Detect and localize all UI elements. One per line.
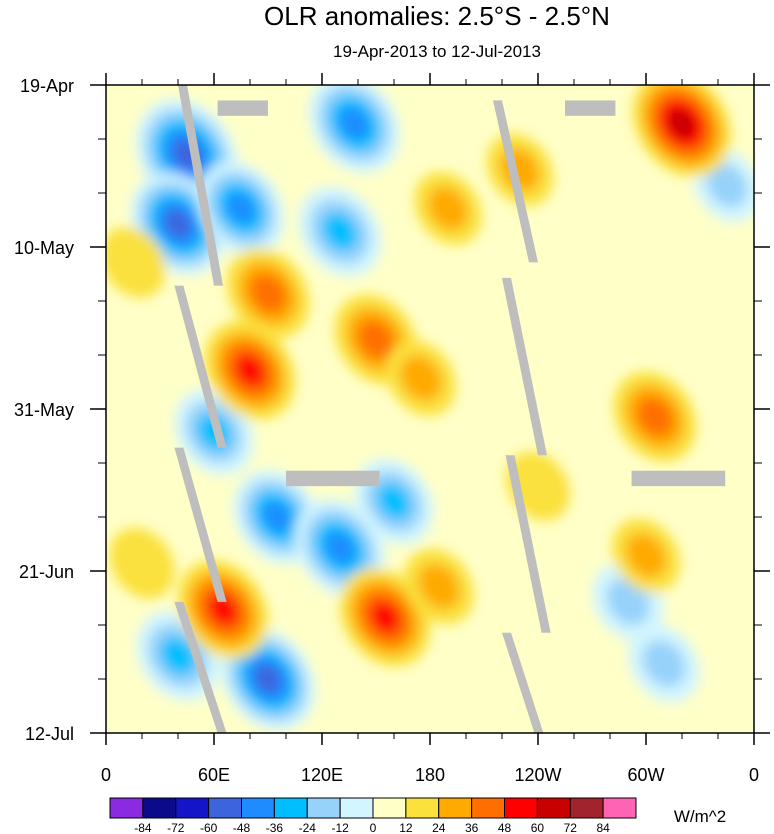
x-tick-label: 60E <box>198 765 230 785</box>
anomaly-cell <box>106 227 166 298</box>
colorbar-label: 12 <box>399 821 413 834</box>
anomaly-cell <box>226 192 256 225</box>
missing-box <box>286 470 380 487</box>
colorbar-label: 24 <box>432 821 446 834</box>
y-tick-label: 12-Jul <box>25 724 74 744</box>
y-axis: 19-Apr 10-May 31-May 21-Jun 12-Jul <box>14 76 770 744</box>
anomaly-cell <box>165 209 191 238</box>
colorbar-box <box>208 797 242 819</box>
anomaly-cell <box>668 108 696 139</box>
anomaly-cell <box>262 501 292 533</box>
x-tick-label: 120W <box>514 765 561 785</box>
colorbar-box <box>471 797 505 819</box>
colorbar-box <box>241 797 275 819</box>
anomaly-cell <box>369 600 401 634</box>
colorbar-label: -48 <box>233 821 251 834</box>
colorbar: -84 -72 -60 -48 -36 -24 -12 0 12 24 36 48 60 72 84 <box>109 797 637 834</box>
colorbar-box <box>504 797 538 819</box>
x-tick-label: 120E <box>301 765 343 785</box>
anomaly-cell <box>160 636 196 676</box>
chart-subtitle: 19-Apr-2013 to 12-Jul-2013 <box>333 42 541 61</box>
colorbar-box <box>306 797 341 819</box>
missing-data <box>174 85 726 733</box>
missing-band <box>502 277 547 456</box>
colorbar-label: -84 <box>134 821 152 834</box>
y-tick-label: 31-May <box>14 400 74 420</box>
colorbar-box <box>438 797 473 819</box>
anomaly-cell <box>322 212 358 251</box>
colorbar-label: 36 <box>465 821 479 834</box>
colorbar-box <box>602 797 637 819</box>
anomaly-cell <box>339 107 370 140</box>
missing-band <box>174 447 227 602</box>
colorbar-box <box>175 797 210 819</box>
y-tick-label: 19-Apr <box>20 76 74 96</box>
anomaly-cell <box>250 273 286 313</box>
colorbar-label: 0 <box>370 821 377 834</box>
anomaly-cell <box>207 593 239 626</box>
anomaly-cell <box>427 186 469 231</box>
anomaly-cell <box>642 640 686 687</box>
colorbar-label: -72 <box>167 821 185 834</box>
colorbar-box <box>372 797 407 819</box>
chart-title: OLR anomalies: 2.5°S - 2.5°N <box>264 1 610 31</box>
colorbar-box <box>569 797 604 819</box>
missing-band <box>174 601 227 733</box>
colorbar-units: W/m^2 <box>674 807 726 826</box>
anomaly-cell <box>706 163 748 208</box>
colorbar-label: -12 <box>331 821 349 834</box>
x-tick-label: 0 <box>749 765 759 785</box>
x-tick-label: 0 <box>101 765 111 785</box>
colorbar-label: -24 <box>299 821 317 834</box>
anomaly-cell <box>606 578 650 626</box>
missing-band <box>493 100 538 263</box>
missing-band <box>502 632 544 733</box>
anomaly-cell <box>400 355 442 401</box>
anomaly-cell <box>637 397 673 437</box>
missing-band <box>174 285 227 448</box>
colorbar-box <box>273 797 308 819</box>
anomaly-cell <box>358 320 394 359</box>
x-tick-label: 180 <box>415 765 445 785</box>
missing-band <box>505 455 551 633</box>
colorbar-label: 48 <box>498 821 512 834</box>
anomaly-field <box>106 85 754 731</box>
colorbar-label: 84 <box>596 821 610 834</box>
colorbar-label: 72 <box>564 821 578 834</box>
missing-box <box>631 470 726 487</box>
colorbar-box <box>109 797 144 819</box>
y-tick-label: 21-Jun <box>19 562 74 582</box>
colorbar-box <box>339 797 374 819</box>
missing-band <box>178 85 223 286</box>
x-axis: 0 60E 120E 180 120W 60W 0 <box>101 73 759 785</box>
missing-box <box>217 100 268 116</box>
colorbar-box <box>405 797 440 819</box>
anomaly-cell <box>255 664 281 694</box>
colorbar-box <box>536 797 571 819</box>
plot-area <box>106 85 754 733</box>
colorbar-box <box>142 797 177 819</box>
colorbar-label: -60 <box>200 821 218 834</box>
anomaly-cell <box>625 533 667 578</box>
colorbar-label: -36 <box>266 821 284 834</box>
anomaly-cell <box>234 354 266 387</box>
x-tick-label: 60W <box>627 765 664 785</box>
anomaly-cell <box>418 563 460 610</box>
anomaly-cell <box>324 531 356 565</box>
y-tick-label: 10-May <box>14 238 74 258</box>
missing-box <box>565 100 616 116</box>
anomaly-cell <box>109 527 175 599</box>
colorbar-label: 60 <box>531 821 545 834</box>
anomaly-cell <box>377 483 411 520</box>
